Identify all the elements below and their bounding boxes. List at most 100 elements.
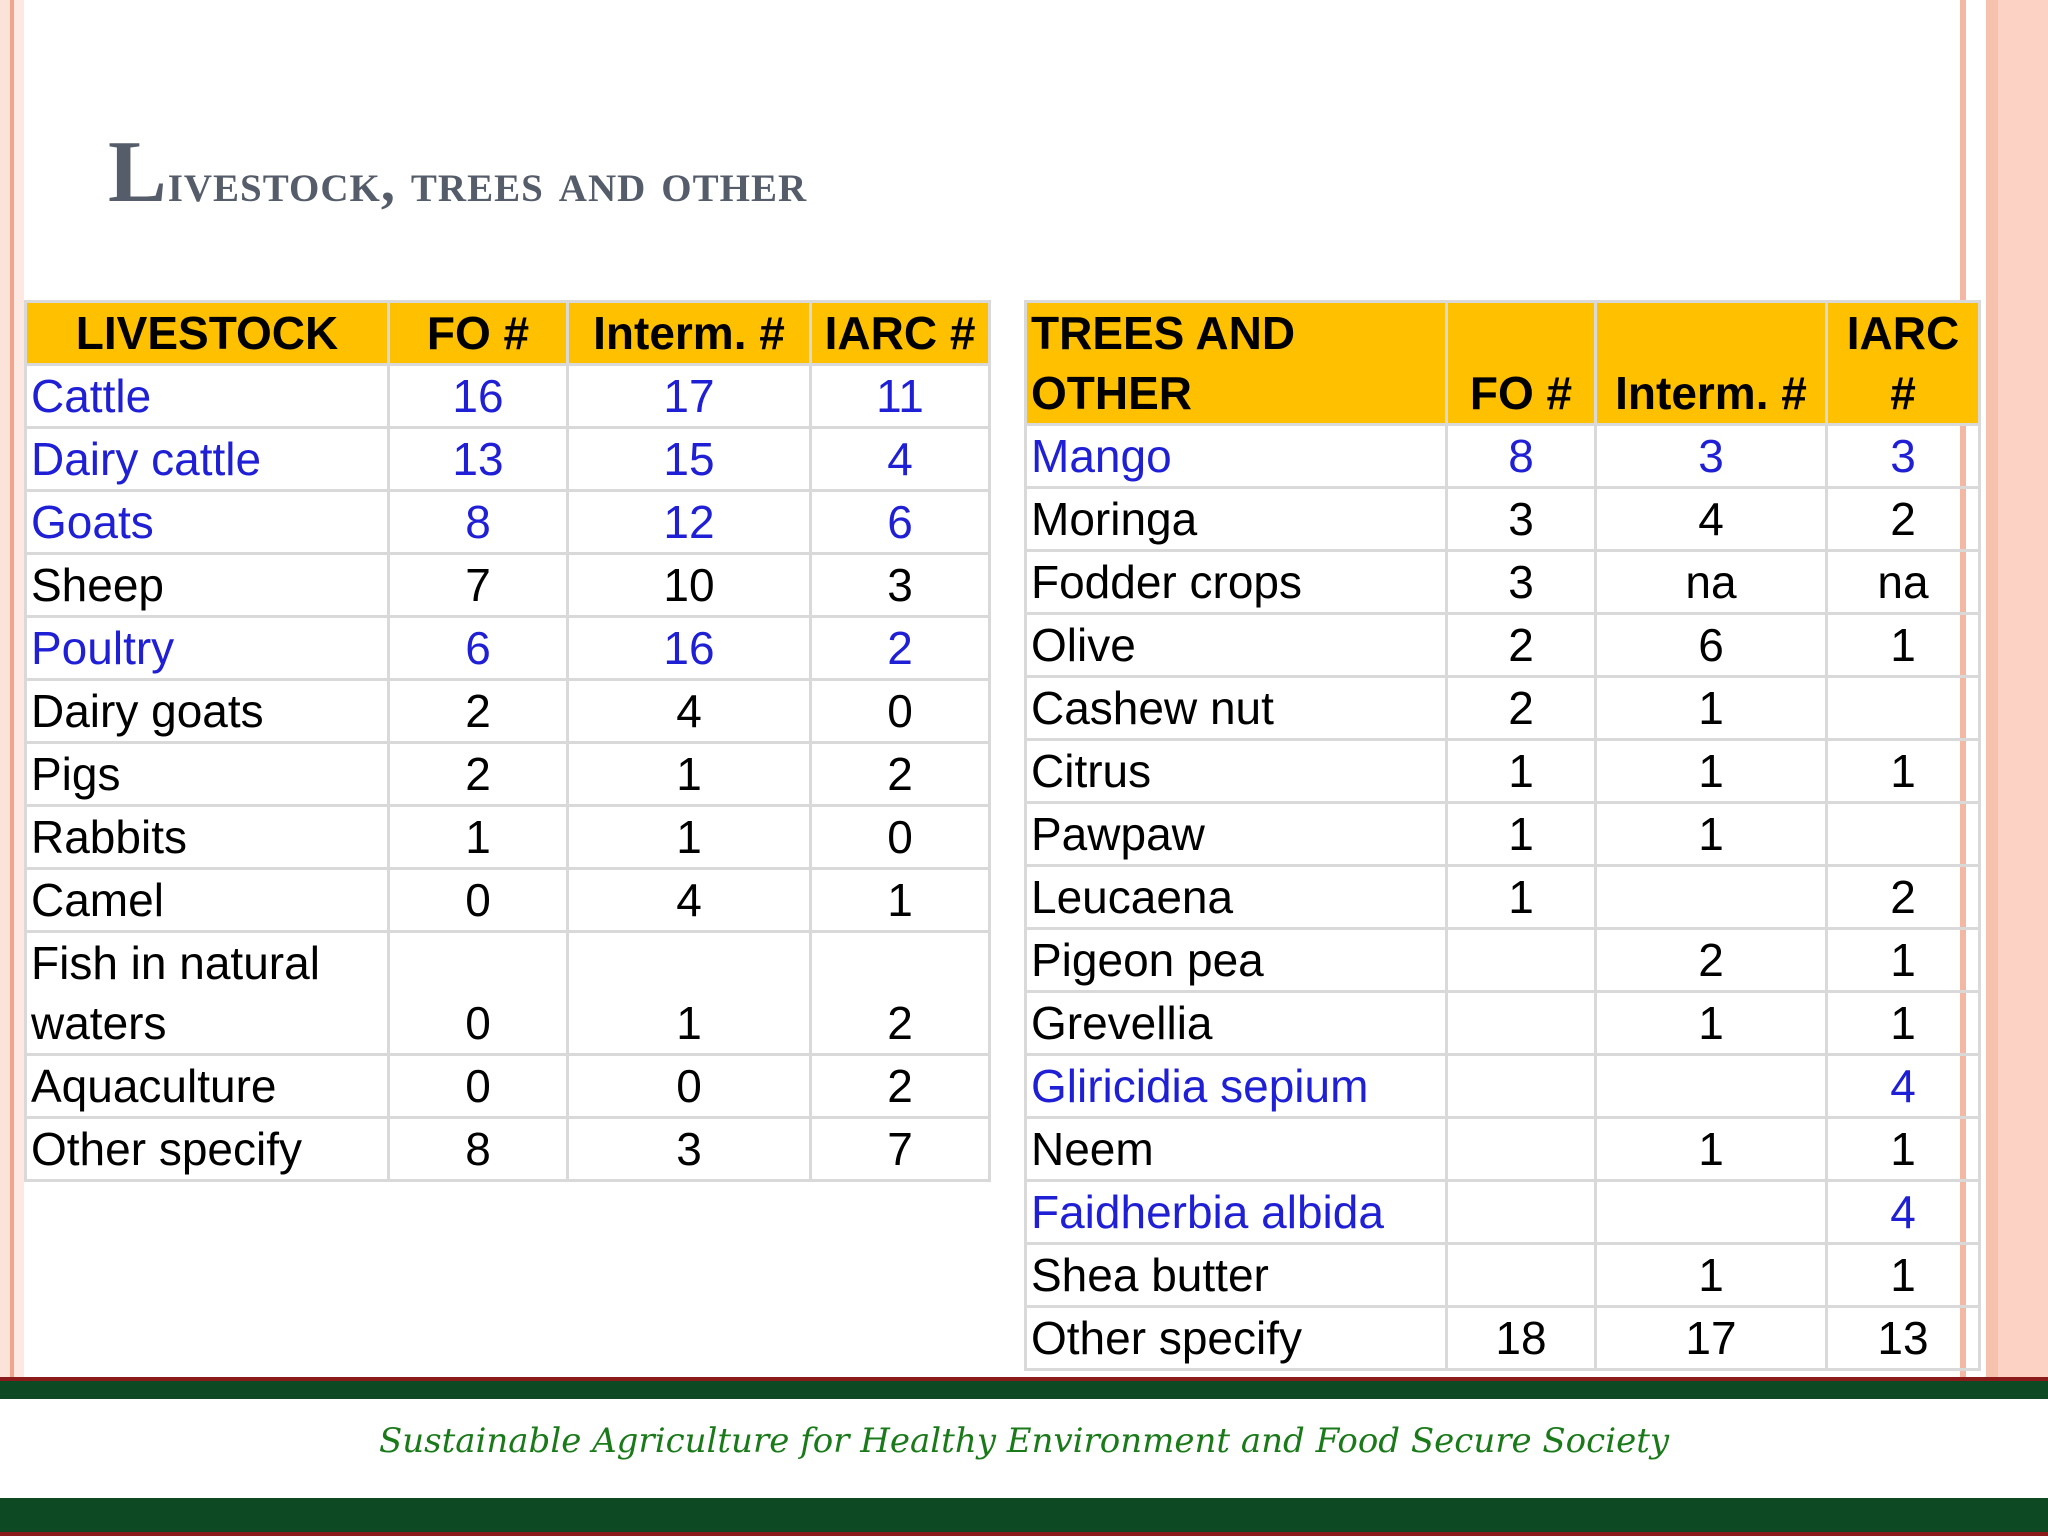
iarc-count: 1	[1825, 990, 1981, 1056]
interm-count: 10	[566, 552, 812, 618]
row-label: Poultry	[24, 615, 390, 681]
table-row: Olive 2 6 1	[1024, 612, 1981, 678]
row-label: Cattle	[24, 363, 390, 429]
fo-count: 0	[387, 867, 569, 933]
table-row: Other specify 18 17 13	[1024, 1305, 1981, 1371]
interm-count: 17	[566, 363, 812, 429]
table-row: Camel 0 4 1	[24, 867, 991, 933]
row-label: Pigs	[24, 741, 390, 807]
fo-count: 0	[387, 1053, 569, 1119]
livestock-header-interm: Interm. #	[566, 300, 812, 366]
fo-count: 1	[1445, 801, 1597, 867]
iarc-count: 0	[809, 804, 991, 870]
row-label: Leucaena	[1024, 864, 1448, 930]
row-label: Dairy goats	[24, 678, 390, 744]
iarc-count: 2	[809, 615, 991, 681]
interm-count: 1	[1594, 675, 1828, 741]
iarc-count: 2	[809, 1053, 991, 1119]
iarc-count: 7	[809, 1116, 991, 1182]
interm-count	[1594, 1053, 1828, 1119]
fo-count	[1445, 1179, 1597, 1245]
trees-header-fo: FO #	[1445, 300, 1597, 426]
table-row: Fish in natural waters 0 1 2	[24, 930, 991, 1056]
interm-count: 3	[566, 1116, 812, 1182]
iarc-count: 1	[1825, 1242, 1981, 1308]
iarc-count: 4	[1825, 1053, 1981, 1119]
fo-count: 6	[387, 615, 569, 681]
table-row: Shea butter 1 1	[1024, 1242, 1981, 1308]
row-label: Fish in natural waters	[24, 930, 390, 1056]
trees-header-name: TREES AND OTHER	[1024, 300, 1448, 426]
table-row: Pigs 2 1 2	[24, 741, 991, 807]
table-row: Dairy cattle 13 15 4	[24, 426, 991, 492]
iarc-count	[1825, 675, 1981, 741]
table-row: Faidherbia albida 4	[1024, 1179, 1981, 1245]
row-label: Citrus	[1024, 738, 1448, 804]
row-label: Rabbits	[24, 804, 390, 870]
interm-count: 4	[566, 867, 812, 933]
table-row: Neem 1 1	[1024, 1116, 1981, 1182]
iarc-count: 3	[809, 552, 991, 618]
fo-count: 2	[1445, 675, 1597, 741]
table-row: Leucaena 1 2	[1024, 864, 1981, 930]
table-row: Dairy goats 2 4 0	[24, 678, 991, 744]
interm-count: 0	[566, 1053, 812, 1119]
footer-bottom-bar	[0, 1498, 2048, 1536]
table-row: Grevellia 1 1	[1024, 990, 1981, 1056]
livestock-table: LIVESTOCK FO # Interm. # IARC # Cattle 16…	[24, 300, 991, 1182]
fo-count	[1445, 1116, 1597, 1182]
interm-count	[1594, 864, 1828, 930]
trees-header-interm: Interm. #	[1594, 300, 1828, 426]
row-label: Moringa	[1024, 486, 1448, 552]
interm-count: 1	[1594, 1242, 1828, 1308]
livestock-header-name: LIVESTOCK	[24, 300, 390, 366]
fo-count: 1	[1445, 864, 1597, 930]
fo-count: 1	[387, 804, 569, 870]
interm-count: 17	[1594, 1305, 1828, 1371]
interm-count: 4	[566, 678, 812, 744]
row-label: Goats	[24, 489, 390, 555]
interm-count: 1	[1594, 990, 1828, 1056]
row-label: Cashew nut	[1024, 675, 1448, 741]
row-label: Shea butter	[1024, 1242, 1448, 1308]
iarc-count: 6	[809, 489, 991, 555]
row-label: Olive	[1024, 612, 1448, 678]
fo-count: 13	[387, 426, 569, 492]
table-row: Cattle 16 17 11	[24, 363, 991, 429]
fo-count: 16	[387, 363, 569, 429]
interm-count	[1594, 1179, 1828, 1245]
iarc-count	[1825, 801, 1981, 867]
interm-count: 1	[1594, 738, 1828, 804]
iarc-count: 3	[1825, 423, 1981, 489]
iarc-count: 4	[1825, 1179, 1981, 1245]
iarc-count: 1	[1825, 738, 1981, 804]
table-row: Mango 8 3 3	[1024, 423, 1981, 489]
iarc-count: 2	[1825, 486, 1981, 552]
table-row: Poultry 6 16 2	[24, 615, 991, 681]
interm-count: 6	[1594, 612, 1828, 678]
fo-count	[1445, 990, 1597, 1056]
livestock-header-fo: FO #	[387, 300, 569, 366]
fo-count: 8	[387, 489, 569, 555]
iarc-count: 2	[809, 741, 991, 807]
iarc-count: 1	[1825, 1116, 1981, 1182]
row-label: Neem	[1024, 1116, 1448, 1182]
row-label: Dairy cattle	[24, 426, 390, 492]
interm-count: 1	[1594, 1116, 1828, 1182]
row-label: Camel	[24, 867, 390, 933]
iarc-count: 1	[1825, 612, 1981, 678]
table-row: Citrus 1 1 1	[1024, 738, 1981, 804]
footer-tagline: Sustainable Agriculture for Healthy Envi…	[378, 1421, 1670, 1461]
iarc-count: 11	[809, 363, 991, 429]
row-label: Faidherbia albida	[1024, 1179, 1448, 1245]
table-row: Gliricidia sepium 4	[1024, 1053, 1981, 1119]
table-row: Pawpaw 1 1	[1024, 801, 1981, 867]
table-row: Goats 8 12 6	[24, 489, 991, 555]
iarc-count: 4	[809, 426, 991, 492]
interm-count: 16	[566, 615, 812, 681]
interm-count: 1	[1594, 801, 1828, 867]
slide-title: Livestock, trees and other	[108, 124, 808, 221]
trees-table: TREES AND OTHER FO # Interm. # IARC # Ma…	[1024, 300, 1981, 1371]
row-label: Other specify	[24, 1116, 390, 1182]
livestock-header-row: LIVESTOCK FO # Interm. # IARC #	[24, 300, 991, 366]
